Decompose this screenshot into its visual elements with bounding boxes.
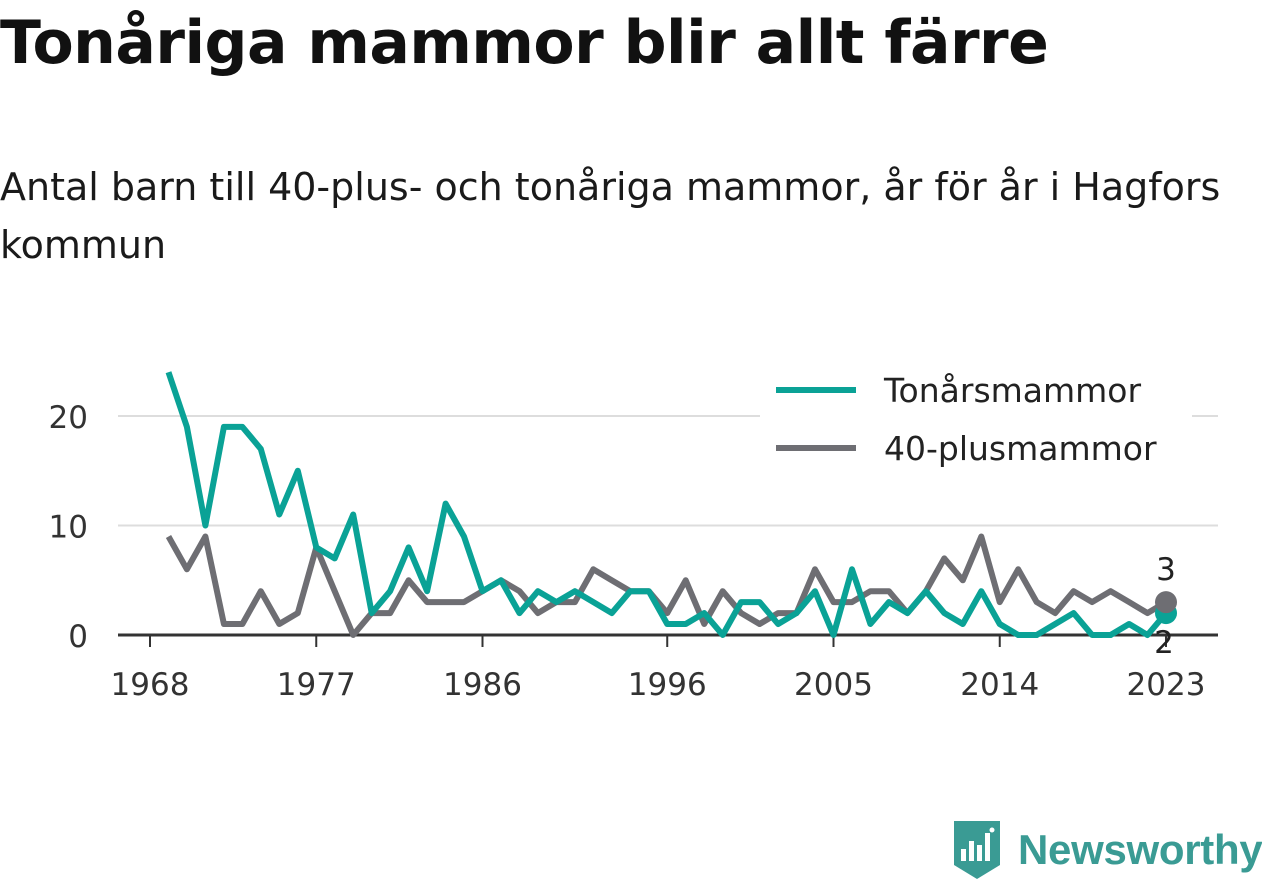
legend-label-tonarsmammor: Tonårsmammor	[883, 371, 1141, 410]
x-tick-label: 1968	[111, 667, 190, 703]
x-tick-label: 2014	[960, 667, 1039, 703]
end-label-tonarsmammor: 2	[1154, 625, 1174, 661]
brand-name: Newsworthy	[1018, 826, 1262, 873]
series-line-tonarsmammor	[165, 371, 1169, 638]
x-tick-label: 2005	[794, 667, 873, 703]
y-tick-label: 10	[49, 510, 88, 546]
end-point-40-plusmammor	[1155, 591, 1177, 614]
legend-label-40-plusmammor: 40-plusmammor	[884, 429, 1157, 468]
end-label-40-plusmammor: 3	[1156, 552, 1176, 588]
x-tick-label: 1977	[277, 667, 356, 703]
y-tick-label: 0	[68, 619, 88, 655]
legend-background	[760, 364, 1192, 476]
chart-subtitle: Antal barn till 40-plus- och tonåriga ma…	[0, 165, 1221, 267]
x-tick-label: 1996	[628, 667, 707, 703]
series-line-40-plusmammor	[165, 533, 1168, 638]
x-tick-label: 2023	[1127, 667, 1206, 703]
x-tick-label: 1986	[443, 667, 522, 703]
newsworthy-logo-icon	[954, 821, 1000, 879]
y-tick-label: 20	[49, 400, 88, 436]
brand: Newsworthy	[952, 818, 1262, 882]
chart-title: Tonåriga mammor blir allt färre	[0, 8, 1049, 78]
